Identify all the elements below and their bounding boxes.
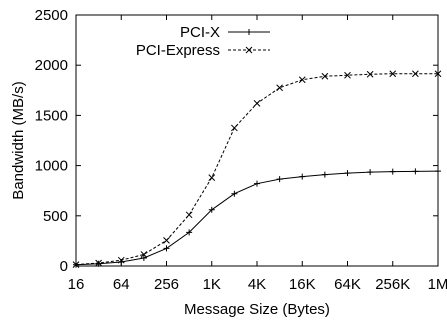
- x-tick-label: 256K: [375, 276, 410, 293]
- data-point-pci-express: [253, 99, 261, 107]
- data-point-pci-x: [367, 169, 374, 176]
- data-point-pci-x: [389, 168, 396, 175]
- series-layer: [72, 70, 442, 268]
- data-point-pci-x: [299, 173, 306, 180]
- y-tick-label: 500: [43, 208, 68, 225]
- y-tick-label: 1500: [35, 107, 68, 124]
- data-point-pci-x: [231, 190, 238, 197]
- data-point-pci-express: [366, 70, 374, 78]
- data-point-pci-express: [140, 251, 148, 258]
- series-line-pci-express: [75, 73, 438, 266]
- y-tick-label: 2500: [35, 7, 68, 24]
- data-point-pci-x: [254, 180, 260, 187]
- data-point-pci-x: [163, 245, 170, 252]
- data-point-pci-x: [412, 168, 419, 175]
- series-pci-express: [72, 70, 442, 268]
- x-tick-label: 1M: [428, 276, 447, 293]
- data-point-pci-express: [95, 259, 102, 267]
- legend-label-pci-express: PCI-Express: [136, 42, 220, 59]
- legend-marker-pci-x: [246, 29, 252, 35]
- x-tick-label: 4K: [248, 276, 266, 293]
- data-point-pci-express: [412, 70, 419, 78]
- data-point-pci-express: [276, 84, 283, 92]
- series-pci-x: [73, 168, 441, 268]
- y-axis-title: Bandwidth (MB/s): [10, 81, 27, 199]
- legend-marker-pci-express: [245, 46, 253, 54]
- data-point-pci-express: [72, 261, 80, 268]
- data-point-pci-express: [163, 237, 170, 244]
- data-point-pci-express: [434, 70, 442, 78]
- data-point-pci-express: [344, 71, 351, 79]
- x-tick-label: 16K: [289, 276, 316, 293]
- y-tick-label: 2000: [35, 57, 68, 74]
- plot-frame: [75, 14, 439, 267]
- data-point-pci-x: [140, 254, 147, 261]
- y-tick-label: 1000: [35, 158, 68, 175]
- data-point-pci-x: [95, 260, 102, 267]
- data-point-pci-x: [208, 206, 215, 213]
- data-point-pci-express: [298, 76, 306, 84]
- legend-label-pci-x: PCI-X: [180, 24, 220, 41]
- data-point-pci-express: [321, 72, 329, 80]
- data-point-pci-x: [276, 176, 283, 183]
- data-point-pci-express: [117, 256, 125, 264]
- x-axis-title: Message Size (Bytes): [184, 301, 330, 318]
- y-tick-label: 0: [60, 258, 68, 275]
- data-point-pci-express: [389, 70, 397, 78]
- x-tick-label: 256: [154, 276, 179, 293]
- data-point-pci-express: [231, 124, 238, 132]
- data-point-pci-express: [185, 211, 193, 219]
- data-point-pci-x: [321, 171, 328, 178]
- data-point-pci-express: [208, 174, 216, 182]
- axes: 0 500 1000 1500 2000 2500 16 64 256 1K 4K 16K 64K 256…: [35, 7, 447, 293]
- data-point-pci-x: [344, 170, 351, 177]
- x-tick-label: 1K: [203, 276, 221, 293]
- data-point-pci-x: [186, 229, 193, 236]
- x-tick-label: 16: [68, 276, 85, 293]
- data-point-pci-x: [435, 168, 441, 175]
- x-tick-label: 64K: [334, 276, 361, 293]
- x-tick-label: 64: [113, 276, 130, 293]
